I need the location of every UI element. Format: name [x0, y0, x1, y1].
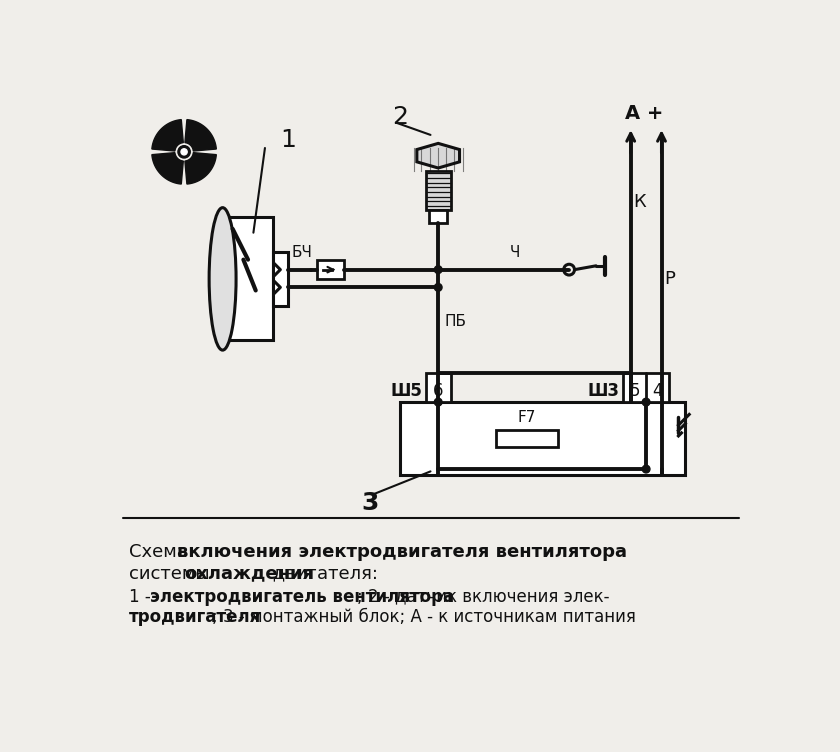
Text: Схема: Схема	[129, 543, 193, 561]
Circle shape	[643, 465, 650, 473]
Text: 1 -: 1 -	[129, 587, 155, 605]
Ellipse shape	[209, 208, 236, 350]
Circle shape	[434, 265, 442, 274]
Text: 3: 3	[361, 490, 379, 514]
Text: 2: 2	[392, 105, 408, 129]
Bar	[496, 430, 558, 447]
Bar	[429, 210, 448, 223]
Polygon shape	[152, 153, 183, 184]
Text: Ш3: Ш3	[587, 381, 619, 399]
Bar	[273, 252, 288, 306]
Text: системы: системы	[129, 565, 215, 583]
Text: включения электродвигателя вентилятора: включения электродвигателя вентилятора	[177, 543, 627, 561]
Text: Р: Р	[664, 270, 675, 288]
Text: 1: 1	[281, 129, 297, 153]
Text: 4: 4	[653, 381, 663, 399]
Text: охлаждения: охлаждения	[184, 565, 314, 583]
Bar	[623, 373, 669, 402]
Text: ПБ: ПБ	[444, 314, 466, 329]
Text: А +: А +	[625, 104, 663, 123]
Bar	[317, 260, 344, 279]
Bar	[400, 402, 685, 475]
Text: ; 3 - монтажный блок; А - к источникам питания: ; 3 - монтажный блок; А - к источникам п…	[212, 608, 636, 626]
Bar	[426, 373, 450, 402]
Text: 6: 6	[433, 381, 444, 399]
Text: электродвигатель вентилятора: электродвигатель вентилятора	[150, 587, 454, 605]
Text: 5: 5	[629, 381, 640, 399]
Circle shape	[434, 399, 442, 406]
Text: Ч: Ч	[510, 245, 521, 260]
Text: двигателя:: двигателя:	[267, 565, 378, 583]
Polygon shape	[185, 120, 217, 151]
Text: F7: F7	[517, 410, 536, 425]
Circle shape	[434, 284, 442, 291]
Text: БЧ: БЧ	[291, 245, 312, 260]
Text: ; 2 - датчик включения элек-: ; 2 - датчик включения элек-	[357, 587, 609, 605]
Circle shape	[181, 149, 187, 155]
Polygon shape	[152, 120, 183, 151]
Text: тродвигателя: тродвигателя	[129, 608, 261, 626]
Circle shape	[178, 146, 191, 158]
Polygon shape	[185, 153, 217, 184]
Bar	[227, 217, 273, 341]
Bar	[426, 171, 450, 210]
Text: Ш5: Ш5	[390, 381, 422, 399]
Polygon shape	[417, 144, 459, 168]
Text: К: К	[633, 193, 646, 211]
Circle shape	[643, 399, 650, 406]
